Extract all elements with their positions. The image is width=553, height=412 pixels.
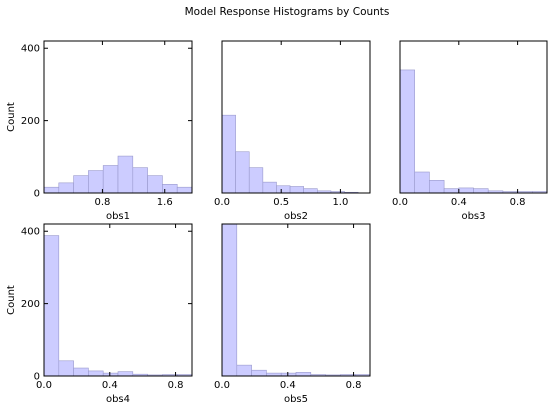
histogram-bar — [236, 364, 252, 377]
histogram-bar — [58, 360, 74, 377]
x-tick-label: 0.8 — [510, 197, 526, 208]
x-axis-label: obs5 — [284, 394, 308, 405]
x-tick-label: 0.5 — [273, 197, 289, 208]
x-tick-label: 1.0 — [332, 197, 348, 208]
histogram-bar — [176, 186, 193, 194]
histogram-bar — [58, 182, 74, 194]
axes-frame — [399, 40, 548, 194]
histogram-bar — [262, 181, 277, 194]
x-tick-label: 1.6 — [157, 197, 173, 208]
subplot-obs2: 0.0 0.5 1.0 obs2 — [214, 40, 371, 222]
histogram-bar — [132, 167, 148, 194]
histogram-bar — [117, 371, 134, 377]
y-tick-label: 200 — [21, 299, 40, 310]
histogram-bar — [88, 370, 104, 377]
y-tick-label: 0 — [34, 189, 40, 200]
histogram-bar — [248, 167, 264, 194]
histogram-bar — [73, 175, 89, 194]
histogram-bar — [235, 151, 250, 194]
y-tick-label: 0 — [34, 372, 40, 383]
figure-title: Model Response Histograms by Counts — [185, 6, 390, 18]
x-tick-label: 0.0 — [36, 380, 52, 391]
histogram-bar — [43, 235, 60, 377]
histogram-bar — [473, 188, 489, 194]
histogram-bar — [414, 171, 430, 194]
histogram-bar — [43, 186, 60, 194]
x-axis-label: obs1 — [106, 211, 130, 222]
histogram-bar — [429, 180, 445, 194]
y-tick-label: 400 — [21, 44, 40, 55]
histogram-bar — [147, 175, 163, 194]
subplot-obs5: 0.0 0.4 0.8 obs5 — [214, 223, 371, 405]
histogram-bar — [102, 165, 119, 194]
histogram-bar — [399, 69, 415, 194]
histogram-bar — [73, 367, 89, 377]
subplot-obs3: 0.0 0.4 0.8 obs3 — [392, 40, 548, 222]
subplot-obs1: 0.8 1.6 0 200 400 obs1 Count — [6, 40, 193, 222]
x-tick-label: 0.0 — [392, 197, 408, 208]
axes-frame — [43, 223, 193, 377]
x-tick-label: 0.4 — [280, 380, 296, 391]
histogram-bar — [295, 372, 312, 377]
x-tick-label: 0.0 — [214, 380, 230, 391]
axes-frame — [221, 40, 371, 194]
histogram-bar — [289, 186, 304, 194]
histogram-bar — [251, 369, 267, 377]
histogram-bar — [117, 155, 134, 194]
x-tick-label: 0.4 — [102, 380, 118, 391]
x-tick-label: 0.4 — [451, 197, 467, 208]
x-tick-label: 0.8 — [94, 197, 110, 208]
histogram-bar — [276, 185, 291, 194]
y-axis-label: Count — [6, 285, 17, 315]
axes-frame — [221, 223, 371, 377]
x-axis-label: obs3 — [461, 211, 485, 222]
histogram-bar — [221, 223, 238, 377]
histogram-bar — [88, 170, 104, 194]
x-axis-label: obs2 — [284, 211, 308, 222]
histogram-bar — [303, 188, 318, 194]
x-tick-label: 0.0 — [214, 197, 230, 208]
y-tick-label: 200 — [21, 116, 40, 127]
y-tick-label: 400 — [21, 227, 40, 238]
histogram-bar — [443, 188, 460, 194]
x-tick-label: 0.8 — [168, 380, 184, 391]
x-tick-label: 0.8 — [346, 380, 362, 391]
y-axis-label: Count — [6, 102, 17, 132]
subplot-obs4: 0.0 0.4 0.8 0 200 400 obs4 Count — [6, 223, 193, 405]
axes-frame — [43, 40, 193, 194]
x-axis-label: obs4 — [106, 394, 130, 405]
histogram-bar — [221, 114, 236, 194]
histogram-bar — [458, 187, 474, 194]
